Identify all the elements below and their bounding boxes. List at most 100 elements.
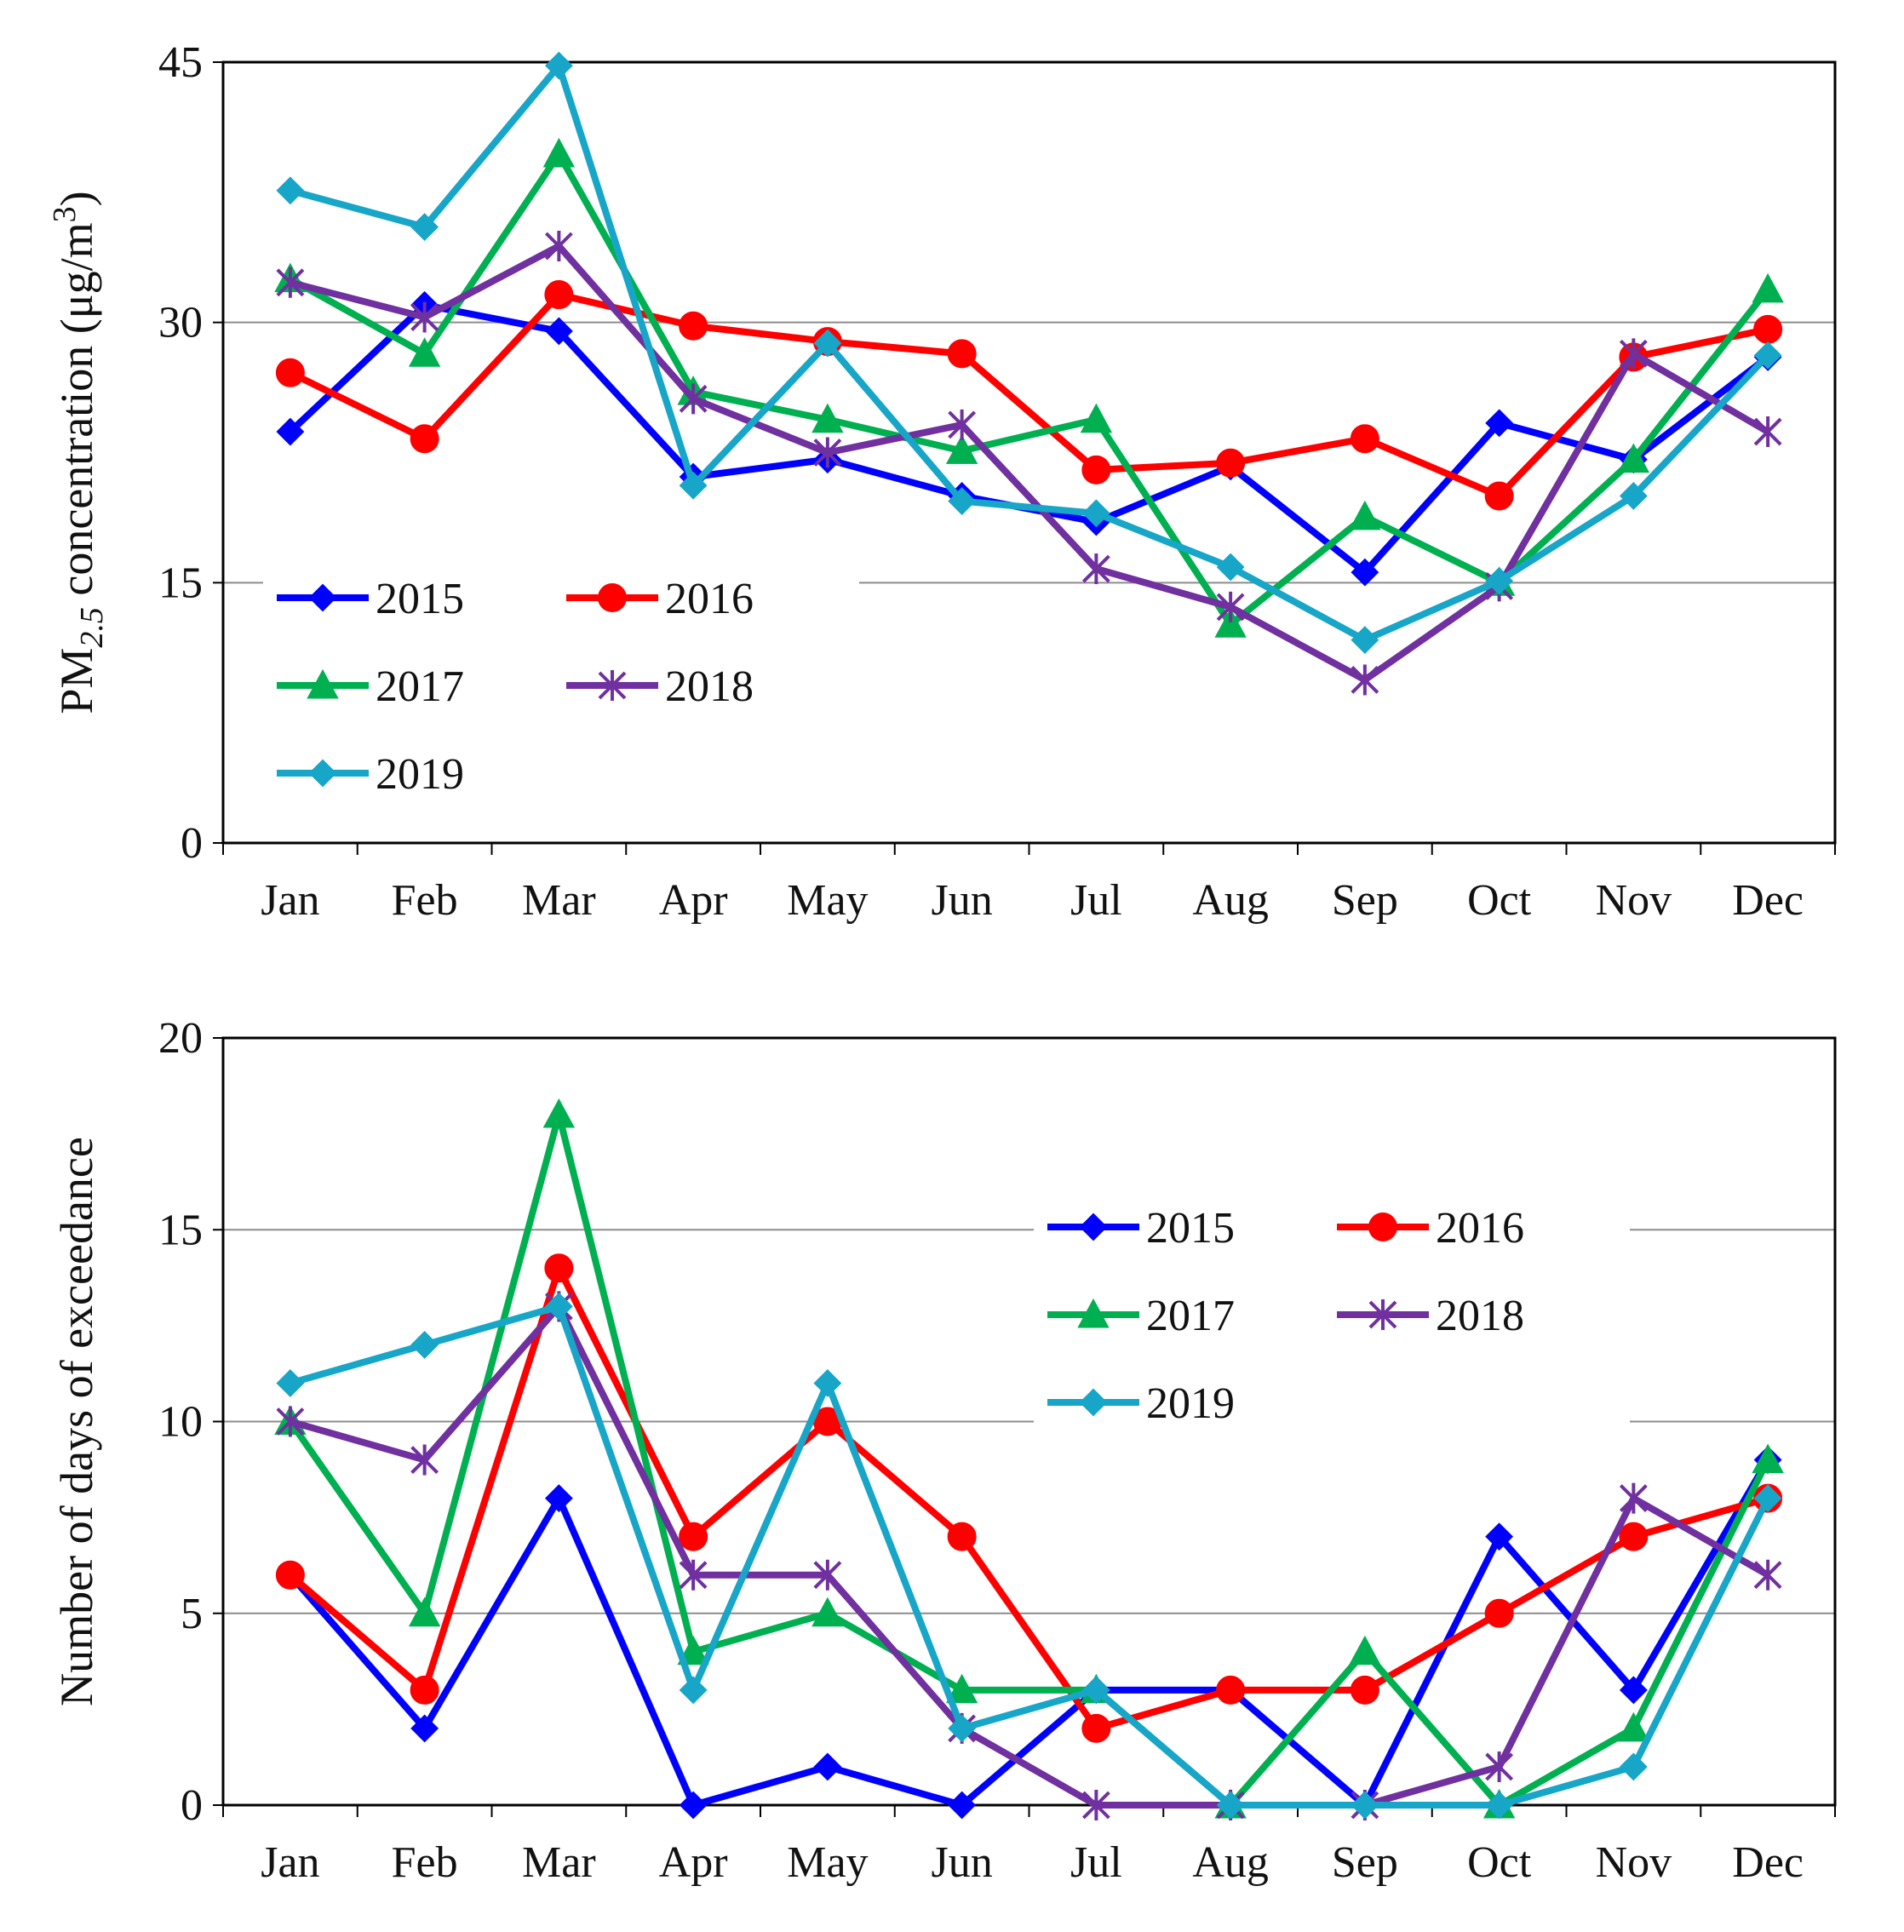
legend-item-2019: 2019 <box>1047 1379 1235 1428</box>
legend-label: 2018 <box>665 662 754 711</box>
data-point-2018 <box>544 231 573 262</box>
data-point-2018 <box>276 267 305 298</box>
data-point-2019 <box>1753 341 1782 370</box>
data-point-2018 <box>679 383 708 415</box>
data-point-2015 <box>813 1752 842 1781</box>
data-point-2016 <box>1081 1713 1111 1743</box>
data-point-2019 <box>1485 1791 1514 1820</box>
x-tick-label: May <box>787 876 868 925</box>
legend-label: 2019 <box>376 750 464 799</box>
data-point-2016 <box>1350 1675 1379 1705</box>
legend: 2015 2016 2017 2018 2019 <box>263 555 859 827</box>
y-tick-label: 0 <box>181 819 203 868</box>
data-point-2018 <box>1216 591 1245 622</box>
data-point-2019 <box>1619 1752 1648 1781</box>
data-point-2016 <box>275 358 305 387</box>
data-point-2017 <box>945 1673 978 1704</box>
data-point-2016 <box>1619 1522 1649 1551</box>
y-axis-title: PM2.5 concentration (μg/m3) <box>47 191 110 714</box>
x-tick-label: Sep <box>1332 876 1398 925</box>
legend-label: 2016 <box>1436 1204 1524 1253</box>
x-tick-label: Aug <box>1192 876 1269 925</box>
series-line-2019 <box>289 1303 1771 1809</box>
data-point-2016 <box>544 280 574 310</box>
x-tick-label: Mar <box>522 1838 596 1887</box>
data-point-2015 <box>1619 1676 1648 1705</box>
series-line-2016 <box>288 1264 1769 1732</box>
x-tick-label: May <box>787 1838 868 1887</box>
data-point-2017 <box>1752 1443 1784 1473</box>
y-tick-label: 10 <box>158 1398 203 1447</box>
data-point-2016 <box>1350 424 1379 454</box>
data-point-2019 <box>1753 1484 1782 1513</box>
data-point-2018 <box>1619 338 1648 370</box>
y-tick-label: 15 <box>158 559 203 607</box>
data-point-2019 <box>948 1714 977 1743</box>
data-point-2019 <box>544 1292 573 1321</box>
legend-marker <box>598 670 627 701</box>
legend-marker <box>308 759 337 788</box>
y-tick-label: 0 <box>181 1781 203 1830</box>
data-point-2017 <box>542 1098 576 1128</box>
legend-label: 2016 <box>665 575 754 623</box>
data-point-2016 <box>947 1522 977 1551</box>
data-point-2019 <box>276 1369 305 1397</box>
y-tick-label: 30 <box>158 299 203 347</box>
data-point-2018 <box>1081 1790 1110 1820</box>
legend-item-2018: 2018 <box>566 662 754 711</box>
data-point-2017 <box>542 137 576 168</box>
legend-label: 2017 <box>376 662 464 711</box>
data-point-2019 <box>1351 1791 1379 1820</box>
chart-days-of-exceedance: 0 5 10 15 20 Jan Feb Mar Apr May Jun Jul Aug Sep Oct No… <box>51 1014 1837 1887</box>
data-point-2019 <box>276 176 305 205</box>
legend-item-2015: 2015 <box>277 575 464 623</box>
y-axis-title: Number of days of exceedance <box>51 1137 102 1706</box>
data-point-2017 <box>1080 403 1113 433</box>
data-point-2016 <box>1216 1675 1246 1705</box>
series-2019 <box>276 1292 1782 1820</box>
data-point-2019 <box>679 471 708 500</box>
data-point-2017 <box>811 1597 844 1627</box>
data-point-2019 <box>679 1676 708 1705</box>
y-tick-label: 15 <box>158 1206 203 1254</box>
data-point-2018 <box>410 301 439 333</box>
chart-pm25-concentration: 0 15 30 45 Jan Feb Mar Apr May Jun Jul Aug Sep Oct Nov… <box>47 38 1837 925</box>
x-tick-label: Dec <box>1732 876 1804 925</box>
legend-marker <box>1368 1213 1397 1241</box>
data-point-2019 <box>813 329 842 358</box>
legend-marker <box>308 583 337 612</box>
data-point-2019 <box>544 51 573 80</box>
data-point-2019 <box>948 487 977 515</box>
x-tick-label: Apr <box>659 1838 728 1887</box>
data-point-2016 <box>947 339 977 369</box>
data-point-2015 <box>679 1791 708 1820</box>
x-tick-label: Jan <box>261 1838 319 1887</box>
series-line-2018 <box>289 1303 1770 1809</box>
data-point-2016 <box>275 1560 305 1590</box>
data-point-2019 <box>410 1330 439 1359</box>
legend-marker <box>1077 1298 1110 1328</box>
data-point-2015 <box>948 1791 977 1820</box>
x-tick-label: Oct <box>1467 1838 1532 1887</box>
data-point-2015 <box>1485 409 1514 438</box>
series-line-2017 <box>288 151 1771 628</box>
series-line-2015 <box>287 1458 1771 1809</box>
data-point-2015 <box>1351 558 1379 587</box>
data-point-2015 <box>1485 1522 1514 1551</box>
data-point-2016 <box>1081 455 1111 484</box>
data-point-2017 <box>1752 272 1784 303</box>
data-point-2015 <box>544 1484 573 1513</box>
data-point-2019 <box>1216 1791 1245 1820</box>
data-point-2017 <box>1349 1635 1381 1665</box>
x-tick-label: Jun <box>932 876 993 925</box>
x-tick-label: Oct <box>1467 876 1532 925</box>
series-2016 <box>275 280 1783 511</box>
series-2018 <box>276 231 1782 696</box>
legend-item-2015: 2015 <box>1047 1204 1235 1253</box>
legend-marker <box>1368 1299 1397 1330</box>
x-tick-label: Jun <box>932 1838 993 1887</box>
x-tick-label: Apr <box>659 876 728 925</box>
data-point-2018 <box>1619 1482 1648 1514</box>
y-tick-label: 20 <box>158 1014 203 1063</box>
